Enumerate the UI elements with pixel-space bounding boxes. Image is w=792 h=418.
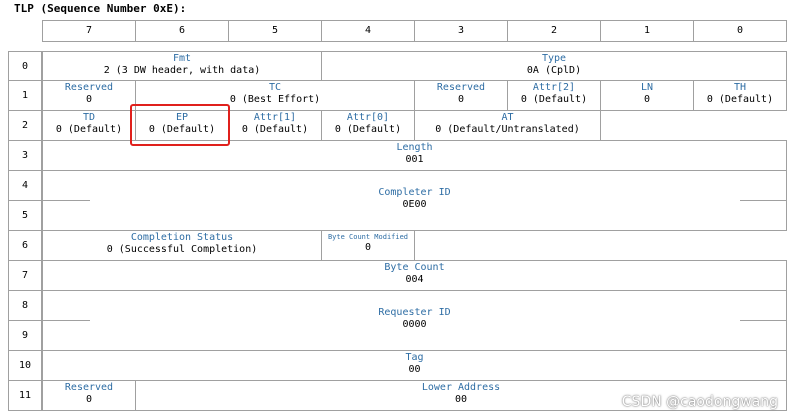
field-requester-id[interactable]: Requester ID 0000 (42, 290, 787, 351)
field-reserved-1b-name: Reserved (436, 82, 486, 93)
column-header-7: 7 (42, 20, 136, 42)
column-header-5: 5 (228, 20, 322, 42)
field-attr1[interactable]: Attr[1] 0 (Default) (228, 110, 322, 141)
field-byte-count-modified-value: 0 (364, 242, 372, 253)
field-td-name: TD (82, 112, 96, 123)
row-number-10: 10 (8, 350, 42, 381)
field-fmt[interactable]: Fmt 2 (3 DW header, with data) (42, 51, 322, 81)
divider (740, 200, 787, 201)
field-th[interactable]: TH 0 (Default) (693, 80, 787, 111)
field-reserved-1a-name: Reserved (64, 82, 114, 93)
row-number-2: 2 (8, 110, 42, 141)
row-number-0: 0 (8, 51, 42, 81)
column-header-1: 1 (600, 20, 694, 42)
field-requester-id-name: Requester ID (378, 307, 451, 318)
field-completer-id[interactable]: Completer ID 0E00 (42, 170, 787, 231)
field-completion-status-name: Completion Status (130, 232, 234, 243)
column-header-4: 4 (321, 20, 415, 42)
watermark: CSDN @caodongwang (621, 394, 778, 410)
field-lower-address-name: Lower Address (421, 382, 501, 393)
field-ep-name: EP (175, 112, 189, 123)
field-reserved-1b[interactable]: Reserved 0 (414, 80, 508, 111)
row-number-9: 9 (8, 320, 42, 351)
field-lower-address[interactable]: Lower Address 00 (135, 380, 787, 411)
field-attr1-name: Attr[1] (253, 112, 297, 123)
field-reserved-11[interactable]: Reserved 0 (42, 380, 136, 411)
field-ep-value: 0 (Default) (148, 124, 216, 135)
divider (42, 320, 90, 321)
field-tag[interactable]: Tag 00 (42, 350, 787, 381)
field-byte-count-name: Byte Count (384, 262, 445, 273)
field-reserved-1a-value: 0 (85, 94, 93, 105)
field-attr2[interactable]: Attr[2] 0 (Default) (507, 80, 601, 111)
field-attr2-name: Attr[2] (532, 82, 576, 93)
field-type-name: Type (541, 53, 567, 64)
field-at[interactable]: AT 0 (Default/Untranslated) (414, 110, 601, 141)
field-tag-name: Tag (405, 352, 424, 363)
row-number-8: 8 (8, 290, 42, 321)
field-attr0-name: Attr[0] (346, 112, 390, 123)
field-tc-value: 0 (Best Effort) (229, 94, 321, 105)
field-completer-id-value: 0E00 (402, 199, 427, 210)
field-requester-id-value: 0000 (402, 319, 427, 330)
field-completion-status[interactable]: Completion Status 0 (Successful Completi… (42, 230, 322, 261)
row-number-3: 3 (8, 140, 42, 171)
field-fmt-name: Fmt (172, 53, 192, 64)
ep-highlight-box (130, 104, 230, 146)
row-number-11: 11 (8, 380, 42, 411)
column-header-3: 3 (414, 20, 508, 42)
field-th-name: TH (733, 82, 747, 93)
field-type[interactable]: Type 0A (CplD) (321, 51, 787, 81)
field-attr0-value: 0 (Default) (334, 124, 402, 135)
divider (740, 320, 787, 321)
field-reserved-11-value: 0 (85, 394, 93, 405)
field-at-value: 0 (Default/Untranslated) (435, 124, 580, 135)
field-length-name: Length (396, 142, 433, 153)
field-tag-value: 00 (408, 364, 421, 375)
field-byte-count-value: 004 (405, 274, 424, 285)
field-byte-count[interactable]: Byte Count 004 (42, 260, 787, 291)
field-ln-name: LN (640, 82, 654, 93)
field-fmt-value: 2 (3 DW header, with data) (103, 65, 261, 76)
column-header-2: 2 (507, 20, 601, 42)
tlp-title: TLP (Sequence Number 0xE): (14, 2, 187, 15)
field-reserved-1b-value: 0 (457, 94, 465, 105)
column-header-6: 6 (135, 20, 229, 42)
field-td-value: 0 (Default) (55, 124, 123, 135)
field-completion-status-value: 0 (Successful Completion) (106, 244, 258, 255)
field-tc-name: TC (268, 82, 282, 93)
column-header-0: 0 (693, 20, 787, 42)
field-completer-id-name: Completer ID (378, 187, 451, 198)
field-attr2-value: 0 (Default) (520, 94, 588, 105)
field-lower-address-value: 00 (454, 394, 468, 405)
field-ln-value: 0 (643, 94, 651, 105)
field-reserved-11-name: Reserved (64, 382, 114, 393)
row-number-7: 7 (8, 260, 42, 291)
field-reserved-1a[interactable]: Reserved 0 (42, 80, 136, 111)
row-number-6: 6 (8, 230, 42, 261)
row-number-5: 5 (8, 200, 42, 231)
field-byte-count-modified-name: Byte Count Modified (327, 233, 409, 241)
field-length-value: 001 (405, 154, 424, 165)
divider (42, 200, 90, 201)
field-th-value: 0 (Default) (706, 94, 774, 105)
field-attr0[interactable]: Attr[0] 0 (Default) (321, 110, 415, 141)
field-byte-count-modified[interactable]: Byte Count Modified 0 (321, 230, 415, 261)
row-number-1: 1 (8, 80, 42, 111)
field-attr1-value: 0 (Default) (241, 124, 309, 135)
field-type-value: 0A (CplD) (526, 65, 582, 76)
field-ln[interactable]: LN 0 (600, 80, 694, 111)
field-at-name: AT (501, 112, 514, 123)
field-td[interactable]: TD 0 (Default) (42, 110, 136, 141)
row-number-4: 4 (8, 170, 42, 201)
